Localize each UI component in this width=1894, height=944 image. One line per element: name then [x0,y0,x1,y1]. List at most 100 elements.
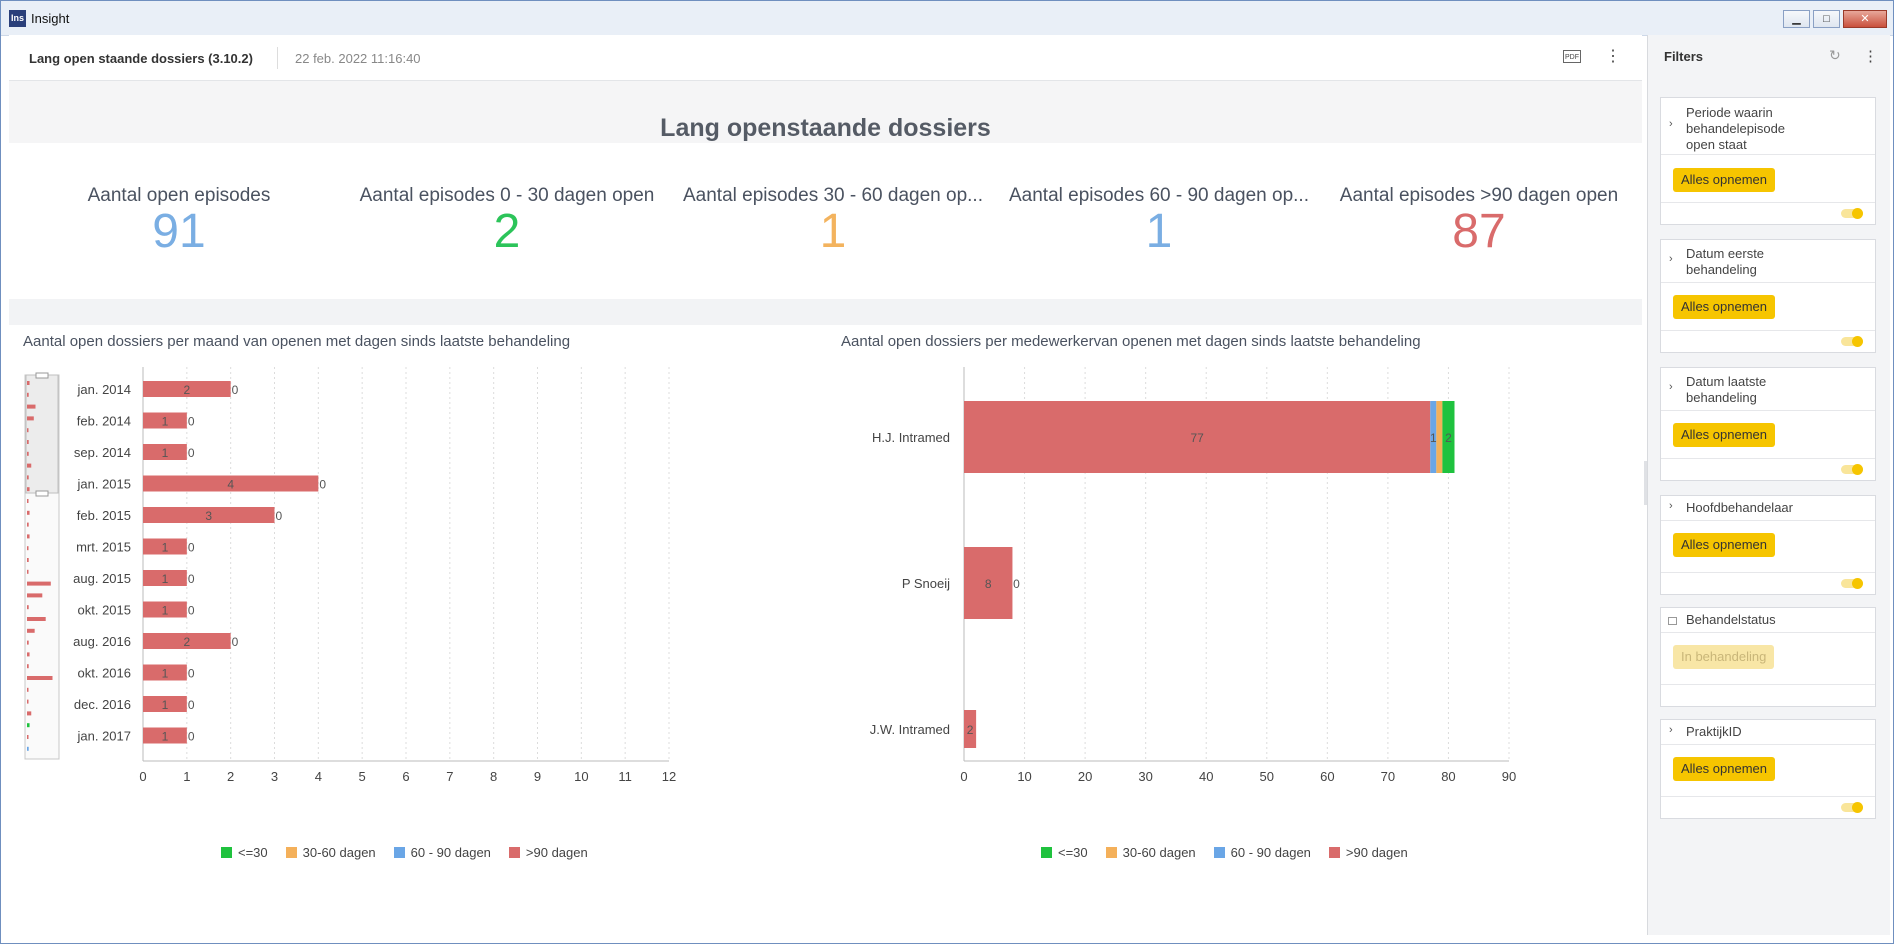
x-tick-label: 70 [1381,769,1395,784]
report-header: Lang open staande dossiers (3.10.2) 22 f… [9,35,1642,81]
chevron-right-icon[interactable]: › [1669,118,1673,130]
filters-sidebar: Filters ↻ ⋮ › Periode waarin behandelepi… [1647,35,1890,935]
alles-opnemen-button[interactable]: Alles opnemen [1673,168,1775,192]
chevron-right-icon[interactable]: › [1669,381,1673,393]
minimize-icon[interactable]: ▁ [1783,10,1810,28]
chart-per-employee[interactable]: 0 10 20 30 40 50 60 70 80 90H.J. Intramed 77 1 2P Sn… [829,365,1642,835]
alles-opnemen-button[interactable]: Alles opnemen [1673,423,1775,447]
legend-item[interactable]: <=30 [1041,845,1088,860]
x-tick-label: 30 [1138,769,1152,784]
category-label: feb. 2014 [77,414,131,429]
legend-label: 60 - 90 dagen [1230,845,1311,860]
legend-item[interactable]: 60 - 90 dagen [393,845,491,860]
filter-footer [1661,202,1875,225]
navigator-handle-bottom [35,490,49,497]
legend-item[interactable]: 60 - 90 dagen [1213,845,1311,860]
navigator-mini-bar [27,475,29,480]
category-label: aug. 2016 [73,634,131,649]
bar-value-label: 1 [162,698,169,712]
chevron-right-icon[interactable]: › [1669,500,1673,512]
filter-label-line: Datum eerste [1686,246,1765,261]
category-label: jan. 2014 [77,382,132,397]
legend-item[interactable]: >90 dagen [1328,845,1408,860]
x-tick-label: 0 [139,769,146,784]
bar-segment [143,538,187,555]
legend-item[interactable]: 30-60 dagen [285,845,376,860]
navigator-mini-bar [27,676,53,680]
navigator-mini-bar [27,534,30,539]
navigator-mini-bar [27,428,29,433]
x-tick-label: 8 [490,769,497,784]
legend-item[interactable]: 30-60 dagen [1105,845,1196,860]
toggle-switch[interactable] [1841,208,1863,219]
navigator-mini-bar [27,617,46,621]
sidebar-splitter-handle[interactable] [1644,461,1648,505]
pdf-export-icon[interactable]: PDF [1563,50,1581,63]
filter-header: Behandelstatus [1661,608,1875,633]
category-label: mrt. 2015 [76,540,131,555]
reset-icon[interactable]: ↻ [1829,47,1841,63]
navigator-mini-bar [27,510,30,515]
legend-label: >90 dagen [525,845,588,860]
filter-header[interactable]: › Datum eerste behandeling [1661,240,1875,283]
chevron-right-icon[interactable]: › [1669,724,1673,736]
legend-item[interactable]: >90 dagen [508,845,588,860]
bar-end-label: 0 [232,383,239,397]
toggle-switch[interactable] [1841,336,1863,347]
toggle-switch[interactable] [1841,578,1863,589]
bar-segment [143,381,231,397]
legend-item[interactable]: <=30 [221,845,268,860]
filter-label: Datum laatste behandeling [1686,374,1766,406]
x-tick-label: 10 [1017,769,1031,784]
kpi-band: Aantal open episodes 91 Aantal episodes … [9,143,1642,299]
more-options-icon[interactable]: ⋮ [1605,48,1621,65]
navigator-mini-bar [27,440,29,444]
filter-card-behandelstatus: Behandelstatus In behandeling [1660,607,1876,707]
x-tick-label: 5 [359,769,366,784]
kpi-label: Aantal open episodes [87,185,271,206]
title-bar: Ins Insight ▁ □ ✕ [1,1,1893,36]
chevron-right-icon[interactable]: › [1669,253,1673,265]
filter-card-datum-eerste: › Datum eerste behandeling Alles opnemen [1660,239,1876,353]
category-label: H.J. Intramed [872,430,950,445]
bar-value-label: 4 [227,478,234,492]
kpi-over-90-days: Aantal episodes >90 dagen open 87 [1319,185,1639,256]
filter-header[interactable]: › Periode waarin behandelepisode open st… [1661,98,1875,155]
bar-end-label: 0 [188,698,195,712]
alles-opnemen-button[interactable]: Alles opnemen [1673,533,1775,557]
bar-value-label: 2 [183,635,190,649]
navigator-mini-bar [27,381,30,385]
toggle-switch[interactable] [1841,802,1863,813]
more-options-icon[interactable]: ⋮ [1863,48,1878,65]
filter-header[interactable]: › Datum laatste behandeling [1661,368,1875,411]
legend-swatch [1105,847,1117,858]
navigator-window [25,374,59,494]
category-label: sep. 2014 [74,445,131,460]
filter-label-line: Hoofdbehandelaar [1686,500,1793,515]
bar-end-label: 0 [188,415,195,429]
filter-header[interactable]: › PraktijkID [1661,720,1875,745]
bar-segment [1436,401,1443,473]
bar-segment [143,475,319,492]
navigator-mini-bar [27,499,29,503]
filter-label-line: Periode waarin [1686,105,1773,120]
x-tick-label: 50 [1260,769,1274,784]
maximize-icon[interactable]: □ [1813,10,1840,28]
alles-opnemen-button[interactable]: Alles opnemen [1673,757,1775,781]
legend-label: <=30 [238,845,268,860]
alles-opnemen-button[interactable]: Alles opnemen [1673,295,1775,319]
kpi-value: 2 [493,205,521,258]
x-tick-label: 6 [402,769,409,784]
category-label: J.W. Intramed [870,722,950,737]
legend-label: 60 - 90 dagen [410,845,491,860]
bar-segment [143,696,187,712]
bar-end-label: 0 [188,446,195,460]
filter-header[interactable]: › Hoofdbehandelaar [1661,496,1875,521]
filter-label: Hoofdbehandelaar [1686,500,1793,516]
close-icon[interactable]: ✕ [1843,10,1887,28]
toggle-switch[interactable] [1841,464,1863,475]
kpi-60-90-days: Aantal episodes 60 - 90 dagen op... 1 [999,185,1319,256]
filter-card-periode: › Periode waarin behandelepisode open st… [1660,97,1876,225]
kpi-value: 1 [819,205,847,258]
